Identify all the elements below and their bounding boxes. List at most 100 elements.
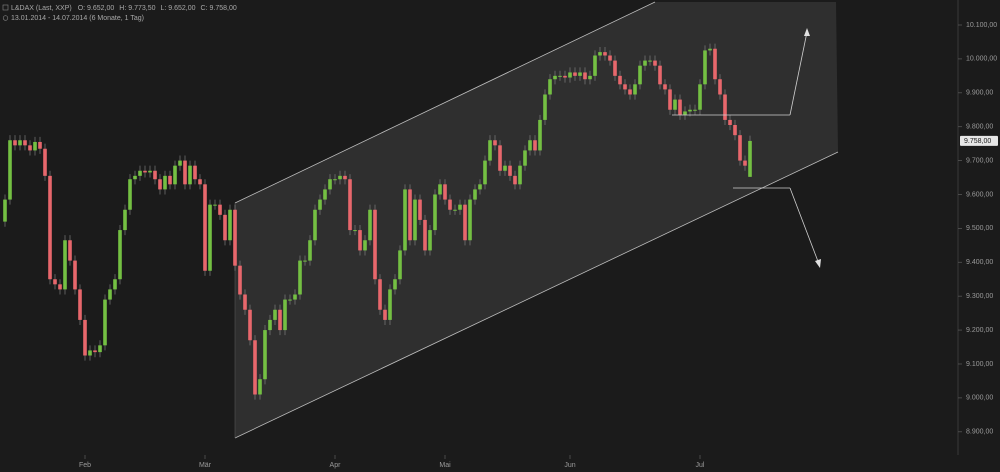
y-tick-label: 9.300,00 bbox=[966, 293, 993, 300]
header-title: L&DAX (Last, XXP) bbox=[11, 5, 72, 12]
candle-body bbox=[248, 309, 252, 341]
up-arrow bbox=[789, 31, 808, 116]
candle-body bbox=[403, 189, 407, 251]
candle-body bbox=[278, 309, 282, 331]
candle-body bbox=[548, 79, 552, 95]
candle-body bbox=[318, 199, 322, 210]
candle-body bbox=[578, 72, 582, 76]
candle-body bbox=[168, 175, 172, 185]
candle-body bbox=[488, 140, 492, 161]
candle-body bbox=[158, 179, 162, 190]
candle-body bbox=[498, 145, 502, 171]
y-tick-label: 9.800,00 bbox=[966, 124, 993, 131]
candle-body bbox=[543, 94, 547, 120]
candle-body bbox=[323, 189, 327, 200]
channel-upper-line bbox=[234, 1, 656, 204]
candle-body bbox=[153, 170, 157, 180]
candle-body bbox=[473, 189, 477, 200]
candle-body bbox=[748, 140, 752, 177]
candle-body bbox=[43, 148, 47, 176]
candle-body bbox=[503, 165, 507, 171]
candle-body bbox=[733, 125, 737, 136]
candle-body bbox=[63, 240, 67, 290]
candle-body bbox=[273, 309, 277, 320]
last-price-tag bbox=[960, 135, 998, 146]
header-value: O: 9.652,00 bbox=[78, 5, 115, 12]
candle-body bbox=[178, 160, 182, 166]
candle-body bbox=[18, 140, 22, 146]
candle-body bbox=[443, 184, 447, 200]
candle-body bbox=[238, 265, 242, 295]
candle-body bbox=[593, 55, 597, 76]
candle-body bbox=[143, 170, 147, 173]
annotations bbox=[672, 28, 821, 268]
header-value: H: 9.773,50 bbox=[119, 5, 155, 12]
y-tick-label: 9.400,00 bbox=[966, 259, 993, 266]
candle-body bbox=[208, 204, 212, 271]
candle-body bbox=[433, 194, 437, 231]
candle-body bbox=[233, 209, 237, 266]
y-tick-label: 9.500,00 bbox=[966, 225, 993, 232]
candle-body bbox=[383, 309, 387, 320]
candle-body bbox=[148, 170, 152, 173]
candle-body bbox=[518, 165, 522, 185]
candle-body bbox=[588, 75, 592, 80]
candle-body bbox=[673, 99, 677, 110]
candle-body bbox=[3, 199, 7, 222]
candle-body bbox=[553, 75, 557, 80]
candle-body bbox=[228, 209, 232, 241]
period-icon bbox=[2, 15, 9, 21]
candle-body bbox=[198, 179, 202, 185]
candle-body bbox=[23, 140, 27, 146]
candle-body bbox=[573, 72, 577, 76]
candle-body bbox=[133, 175, 137, 180]
candle-body bbox=[73, 260, 77, 290]
x-tick-label: Jul bbox=[696, 462, 705, 469]
up-arrowhead bbox=[804, 28, 810, 36]
x-tick-label: Mär bbox=[199, 462, 212, 469]
candle-body bbox=[513, 175, 517, 185]
candle-body bbox=[638, 65, 642, 85]
candle-body bbox=[373, 209, 377, 280]
channel-lower-line bbox=[234, 151, 839, 439]
candle-body bbox=[448, 199, 452, 210]
candle-body bbox=[243, 294, 247, 310]
y-tick-label: 9.100,00 bbox=[966, 361, 993, 368]
x-tick-label: Feb bbox=[79, 462, 91, 469]
candle-body bbox=[668, 89, 672, 110]
candle-body bbox=[663, 84, 667, 90]
candle-body bbox=[723, 94, 727, 120]
y-tick-label: 9.000,00 bbox=[966, 395, 993, 402]
trend-channel bbox=[235, 2, 838, 438]
candle-body bbox=[88, 350, 92, 356]
candle-body bbox=[628, 89, 632, 95]
candle-body bbox=[53, 279, 57, 285]
candle-body bbox=[138, 170, 142, 176]
candle-body bbox=[643, 60, 647, 66]
candle-body bbox=[93, 350, 97, 353]
y-tick-label: 9.200,00 bbox=[966, 327, 993, 334]
candle-body bbox=[163, 175, 167, 190]
candle-body bbox=[398, 250, 402, 280]
candle-body bbox=[303, 260, 307, 262]
candle-body bbox=[408, 189, 412, 241]
candle-body bbox=[508, 165, 512, 176]
candle-body bbox=[263, 330, 267, 380]
candle-body bbox=[13, 140, 17, 146]
candle-body bbox=[343, 175, 347, 180]
y-tick-label: 9.600,00 bbox=[966, 191, 993, 198]
candle-body bbox=[328, 179, 332, 190]
candle-body bbox=[213, 204, 217, 206]
candle-body bbox=[718, 79, 722, 95]
candle-body bbox=[188, 165, 192, 185]
candle-body bbox=[453, 209, 457, 211]
header-value: L: 9.652,00 bbox=[161, 5, 196, 12]
candle-body bbox=[78, 289, 82, 320]
header-value: C: 9.758,00 bbox=[201, 5, 237, 12]
candle-body bbox=[363, 240, 367, 251]
candle-body bbox=[423, 219, 427, 251]
candle-body bbox=[38, 141, 42, 149]
y-tick-label: 9.700,00 bbox=[966, 157, 993, 164]
candle-body bbox=[683, 111, 687, 115]
candle-body bbox=[568, 72, 572, 78]
